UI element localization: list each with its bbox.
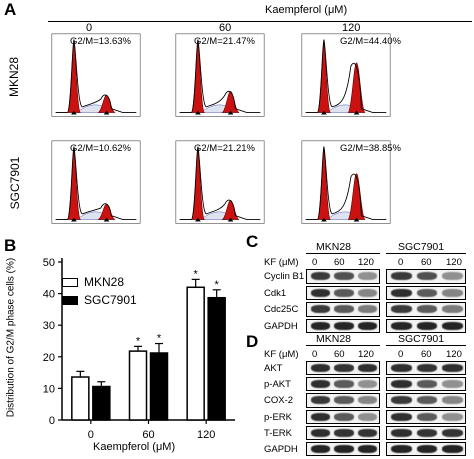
g2m-mkn28-0: G2/M=13.63% [70,36,131,47]
d-blot-sgc7901-gapdh [386,442,466,457]
c-dose-120: 120 [358,257,374,268]
sig-sgc7901-60: * [157,333,162,345]
bar-sgc7901-120 [207,296,226,421]
c-protein-label-gapdh: GAPDH [264,320,298,332]
c-dose-120b: 120 [446,257,462,268]
d-dose-60: 60 [334,349,345,360]
d-blot-sgc7901-p-akt [386,377,466,392]
d-dose-120b: 120 [446,349,462,360]
sig-mkn28-60: * [136,335,141,347]
panel-label-d: D [246,332,259,351]
row-label-mkn28: MKN28 [7,57,21,98]
row-label-sgc7901: SGC7901 [8,156,22,210]
d-protein-label-t-erk: T-ERK [264,427,292,439]
x-tick-label-60: 60 [142,429,154,441]
c-blot-mkn28-cyclin-b1 [306,269,380,284]
y-axis-label: Distribution of G2/M phase cells (%) [5,257,17,418]
y-tick-label-40: 40 [43,289,55,301]
d-dose-120: 120 [358,349,374,360]
panel-label-a: A [4,0,17,19]
g2m-sgc7901-0: G2/M=10.62% [70,143,131,154]
d-blot-mkn28-t-erk [306,425,380,440]
legend-swatch-sgc7901 [62,296,78,305]
d-blot-sgc7901-akt [386,361,466,376]
bar-mkn28-60 [128,350,148,421]
d-blot-mkn28-gapdh [306,442,380,457]
c-protein-label-cdk1: Cdk1 [264,287,287,299]
dose-0-label: 0 [86,22,93,34]
c-group-mkn28: MKN28 [316,241,352,253]
histogram-sgc7901-0 [48,137,144,233]
bar-mkn28-120 [186,286,205,421]
c-blot-sgc7901-cdc25c [386,302,466,317]
x-tick-label-0: 0 [88,429,94,441]
histogram-mkn28-60 [172,30,268,126]
d-blot-mkn28-cox-2 [306,393,380,408]
d-blot-mkn28-akt [306,361,380,376]
c-group-sgc7901: SGC7901 [398,241,445,253]
d-blot-mkn28-p-akt [306,377,380,392]
d-group-sgc7901: SGC7901 [398,333,445,345]
c-blot-sgc7901-cyclin-b1 [386,269,466,284]
dose-120-label: 120 [342,22,361,34]
bar-chart: 0 10 20 30 40 50 0 * * 60 * * 120 [43,257,235,441]
d-group-mkn28: MKN28 [316,333,352,345]
c-dose-60b: 60 [421,257,432,268]
d-protein-label-p-akt: p-AKT [264,379,291,391]
c-protein-label-cdc25c: Cdc25C [264,304,299,315]
legend-label-sgc7901: SGC7901 [84,293,137,307]
legend-swatch-mkn28 [62,278,78,287]
c-protein-label-cyclin-b1: Cyclin B1 [264,271,305,282]
c-blot-mkn28-gapdh [306,318,380,333]
panel-label-c: C [246,232,259,251]
c-blot-sgc7901-gapdh [386,318,466,333]
histogram-sgc7901-120 [298,137,394,233]
d-dose-0b: 0 [398,349,404,360]
panel-label-b: B [4,236,17,255]
c-blot-sgc7901-cdk1 [386,285,466,300]
x-tick-label-120: 120 [197,429,215,441]
d-blot-sgc7901-t-erk [386,425,466,440]
c-kf-label: KF (μM) [264,257,299,268]
y-tick-label-50: 50 [43,257,55,269]
y-tick-label-20: 20 [43,352,55,364]
g2m-mkn28-120: G2/M=44.40% [340,36,401,47]
d-blot-sgc7901-cox-2 [386,393,466,408]
d-protein-label-gapdh: GAPDH [264,444,298,455]
c-dose-60: 60 [334,257,345,268]
d-protein-label-cox-2: COX-2 [264,395,294,407]
c-blot-mkn28-cdc25c [306,302,380,317]
kaempferol-label: Kaempferol (μM) [265,4,348,16]
y-tick-label-30: 30 [43,320,55,332]
bar-mkn28-0 [71,376,90,421]
x-axis-label: Kaempferol (μM) [93,441,176,453]
d-dose-60b: 60 [421,349,432,360]
dose-60-label: 60 [219,22,232,34]
histogram-mkn28-120 [298,30,394,126]
c-dose-0: 0 [312,257,318,268]
bar-sgc7901-0 [92,385,111,421]
treatment-bar [48,21,472,22]
c-dose-0b: 0 [398,257,404,268]
legend-label-mkn28: MKN28 [84,275,125,289]
d-dose-0: 0 [312,349,318,360]
sig-mkn28-120: * [194,268,199,280]
histogram-sgc7901-60 [172,137,268,233]
c-blot-mkn28-cdk1 [306,285,380,300]
g2m-sgc7901-60: G2/M=21.21% [194,143,255,154]
g2m-mkn28-60: G2/M=21.47% [194,36,255,47]
g2m-sgc7901-120: G2/M=38.85% [340,143,401,154]
bar-sgc7901-60 [149,352,169,421]
d-blot-sgc7901-p-erk [386,409,466,424]
d-kf-label: KF (μM) [264,349,299,360]
d-blot-mkn28-p-erk [306,409,380,424]
sig-sgc7901-120: * [215,279,220,291]
histogram-mkn28-0 [48,30,144,126]
d-protein-label-p-erk: p-ERK [264,411,292,423]
y-tick-label-10: 10 [43,383,55,395]
y-tick-label-0: 0 [49,415,55,427]
d-protein-label-akt: AKT [264,363,283,374]
